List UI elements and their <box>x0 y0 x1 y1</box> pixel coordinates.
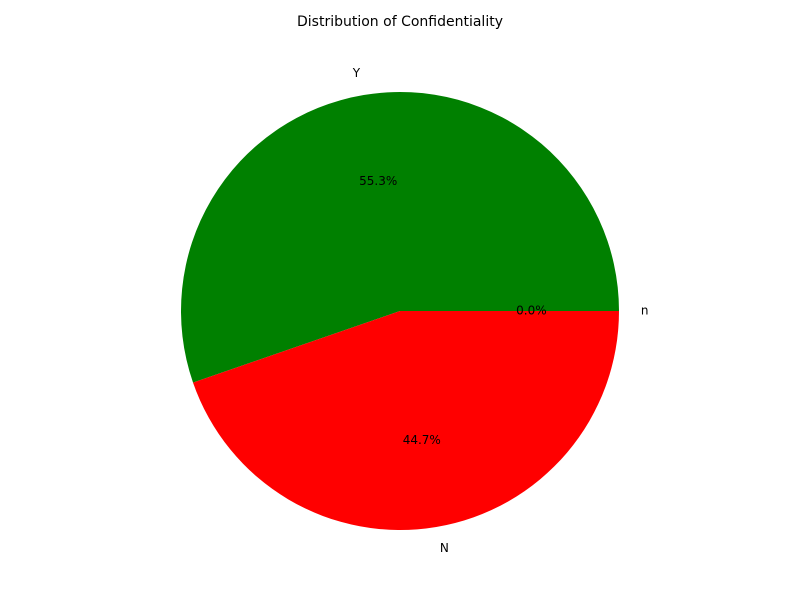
slice-percent-n-1: 44.7% <box>403 433 441 447</box>
slice-label-n-2: n <box>641 304 649 318</box>
pie-slice-n-1 <box>193 311 619 530</box>
slice-percent-n-2: 0.0% <box>516 304 547 318</box>
slice-label-n-1: N <box>440 541 449 555</box>
pie-slice-y-0 <box>181 92 619 383</box>
slice-percent-y-0: 55.3% <box>359 174 397 188</box>
chart-title: Distribution of Confidentiality <box>297 14 503 30</box>
slice-label-y-0: Y <box>352 66 361 80</box>
